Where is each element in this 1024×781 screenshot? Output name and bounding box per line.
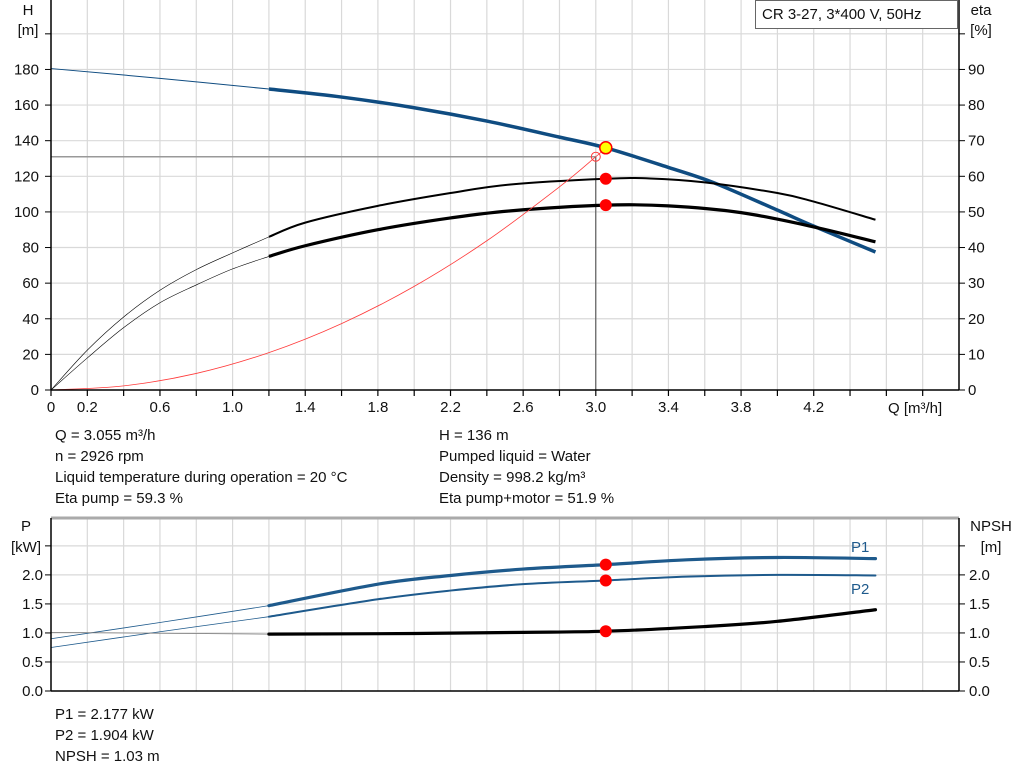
y-right-tick-label: 40 — [968, 240, 985, 257]
info-p1: P1 = 2.177 kW — [55, 706, 155, 723]
system-curve — [50, 147, 607, 391]
efficiency-point-marker — [599, 172, 612, 185]
y-left-tick-label: 140 — [14, 133, 39, 150]
p1-curve-label: P1 — [851, 539, 869, 556]
x-tick-label: 0 — [47, 399, 55, 416]
efficiency-point-marker — [599, 199, 612, 212]
p-tick-label: 1.0 — [22, 625, 43, 642]
tick-labels: 0 0.2 0.6 1.0 1.4 1.8 2.2 2.6 3.0 3.4 3.8 4.2 0 20 40 6… — [14, 61, 990, 700]
y-right-title: eta — [971, 2, 993, 19]
y-right-tick-label: 80 — [968, 97, 985, 114]
y-left-tick-label: 180 — [14, 61, 39, 78]
p2-duty-marker — [599, 574, 612, 587]
y-left-tick-label: 20 — [22, 346, 39, 363]
p-tick-label: 0.0 — [22, 683, 43, 700]
head-curve-extrapolated — [50, 68, 269, 90]
p-axis-title: P — [21, 518, 31, 535]
p1-duty-marker — [599, 558, 612, 571]
p-axis-unit: [kW] — [11, 539, 41, 556]
y-left-tick-label: 0 — [31, 382, 39, 399]
p1-curve-extrapolated — [50, 605, 269, 640]
y-left-tick-label: 100 — [14, 204, 39, 221]
y-left-tick-label: 60 — [22, 275, 39, 292]
y-left-unit: [m] — [18, 22, 39, 39]
info-npsh: NPSH = 1.03 m — [55, 748, 160, 765]
legend-text: CR 3-27, 3*400 V, 50Hz — [762, 6, 922, 23]
eta-pump-motor-curve — [268, 203, 876, 258]
info-speed: n = 2926 rpm — [55, 448, 144, 465]
y-left-tick-label: 40 — [22, 311, 39, 328]
y-right-tick-label: 10 — [968, 346, 985, 363]
y-right-unit: [%] — [970, 22, 992, 39]
top-grid — [51, 0, 959, 390]
npsh-curve-extrapolated — [50, 631, 269, 635]
x-tick-label: 1.8 — [367, 399, 388, 416]
y-left-title: H — [23, 2, 34, 19]
x-tick-label: 3.0 — [585, 399, 606, 416]
axes — [45, 0, 965, 692]
npsh-tick-label: 1.5 — [969, 596, 990, 613]
x-tick-label: 2.2 — [440, 399, 461, 416]
y-right-tick-label: 90 — [968, 61, 985, 78]
legend-box — [755, 0, 958, 29]
requested-point-marker — [590, 151, 601, 162]
x-tick-label: 3.4 — [658, 399, 679, 416]
npsh-tick-label: 0.0 — [969, 683, 990, 700]
y-right-tick-label: 30 — [968, 275, 985, 292]
p-tick-label: 1.5 — [22, 596, 43, 613]
y-right-tick-label: 70 — [968, 133, 985, 150]
info-p2: P2 = 1.904 kW — [55, 727, 155, 744]
info-q: Q = 3.055 m³/h — [55, 427, 155, 444]
y-right-tick-label: 0 — [968, 382, 976, 399]
x-tick-label: 4.2 — [803, 399, 824, 416]
npsh-axis-unit: [m] — [981, 539, 1002, 556]
x-tick-label: 0.6 — [150, 399, 171, 416]
p2-curve-label: P2 — [851, 581, 869, 598]
eta-pump-motor-curve-extrapolated — [50, 256, 270, 391]
y-right-tick-label: 60 — [968, 168, 985, 185]
p-tick-label: 2.0 — [22, 567, 43, 584]
x-tick-label: 1.0 — [222, 399, 243, 416]
y-left-tick-label: 120 — [14, 168, 39, 185]
x-tick-label: 1.4 — [295, 399, 316, 416]
x-axis-title: Q [m³/h] — [888, 400, 942, 417]
info-liquid: Pumped liquid = Water — [439, 448, 591, 465]
y-right-tick-label: 50 — [968, 204, 985, 221]
npsh-duty-marker — [599, 625, 612, 638]
bottom-grid — [51, 518, 959, 691]
eta-pump-curve-extrapolated — [50, 236, 270, 391]
x-tick-label: 2.6 — [513, 399, 534, 416]
x-tick-label: 0.2 — [77, 399, 98, 416]
p2-curve — [267, 573, 877, 618]
y-left-tick-label: 160 — [14, 97, 39, 114]
curves — [50, 68, 878, 648]
info-density: Density = 998.2 kg/m³ — [439, 469, 585, 486]
head-curve — [268, 87, 877, 254]
y-left-tick-label: 80 — [22, 240, 39, 257]
y-right-tick-label: 20 — [968, 311, 985, 328]
npsh-tick-label: 1.0 — [969, 625, 990, 642]
npsh-axis-title: NPSH — [970, 518, 1012, 535]
info-h: H = 136 m — [439, 427, 509, 444]
info-eta-total: Eta pump+motor = 51.9 % — [439, 490, 614, 507]
info-temperature: Liquid temperature during operation = 20… — [55, 469, 348, 486]
npsh-tick-label: 2.0 — [969, 567, 990, 584]
npsh-curve — [267, 608, 878, 636]
p1-curve — [267, 555, 878, 608]
info-eta-pump: Eta pump = 59.3 % — [55, 490, 183, 507]
npsh-tick-label: 0.5 — [969, 654, 990, 671]
duty-point-marker — [599, 141, 613, 155]
x-tick-label: 3.8 — [731, 399, 752, 416]
p-tick-label: 0.5 — [22, 654, 43, 671]
p2-curve-extrapolated — [50, 616, 269, 648]
